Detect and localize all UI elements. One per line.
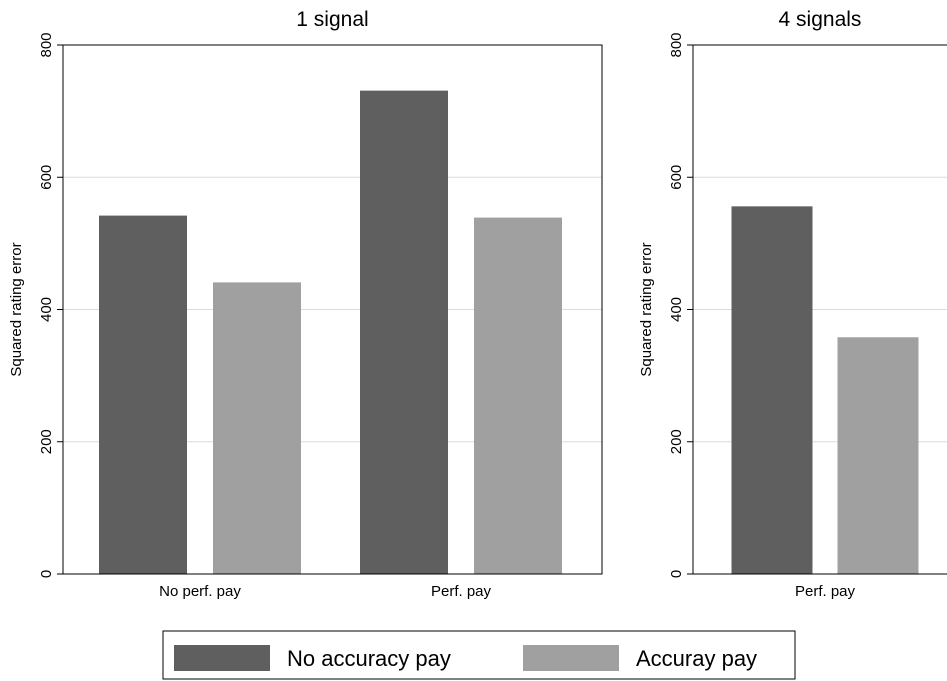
y-tick-label: 0 bbox=[668, 570, 685, 578]
x-tick-label: Perf. pay bbox=[431, 583, 492, 600]
y-tick-label: 0 bbox=[38, 570, 55, 578]
y-tick-label: 400 bbox=[38, 297, 55, 322]
bar bbox=[99, 215, 187, 575]
bar bbox=[474, 217, 562, 574]
plot-frame bbox=[692, 44, 947, 575]
y-axis-label: Squared rating error bbox=[638, 242, 655, 376]
y-tick-label: 200 bbox=[38, 429, 55, 454]
plot-frame bbox=[62, 44, 603, 575]
chart-title: 4 signals bbox=[779, 8, 862, 31]
y-tick-label: 200 bbox=[668, 429, 685, 454]
bar bbox=[213, 282, 301, 574]
y-tick-label: 600 bbox=[668, 165, 685, 190]
bar bbox=[837, 337, 919, 574]
y-tick-label: 800 bbox=[668, 32, 685, 57]
y-axis-label: Squared rating error bbox=[8, 242, 25, 376]
legend-label: Accuray pay bbox=[636, 646, 757, 671]
y-tick-label: 800 bbox=[38, 32, 55, 57]
legend-label: No accuracy pay bbox=[287, 646, 451, 671]
bar bbox=[731, 206, 813, 574]
y-tick-label: 600 bbox=[38, 165, 55, 190]
x-tick-label: No perf. pay bbox=[159, 583, 241, 600]
legend-swatch bbox=[174, 645, 270, 671]
legend-swatch bbox=[523, 645, 619, 671]
y-tick-label: 400 bbox=[668, 297, 685, 322]
x-tick-label: Perf. pay bbox=[795, 583, 856, 600]
chart-title: 1 signal bbox=[296, 8, 368, 31]
bar bbox=[360, 90, 448, 574]
